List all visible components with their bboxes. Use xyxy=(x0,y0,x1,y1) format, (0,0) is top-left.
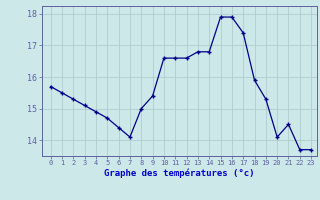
X-axis label: Graphe des températures (°c): Graphe des températures (°c) xyxy=(104,169,254,178)
